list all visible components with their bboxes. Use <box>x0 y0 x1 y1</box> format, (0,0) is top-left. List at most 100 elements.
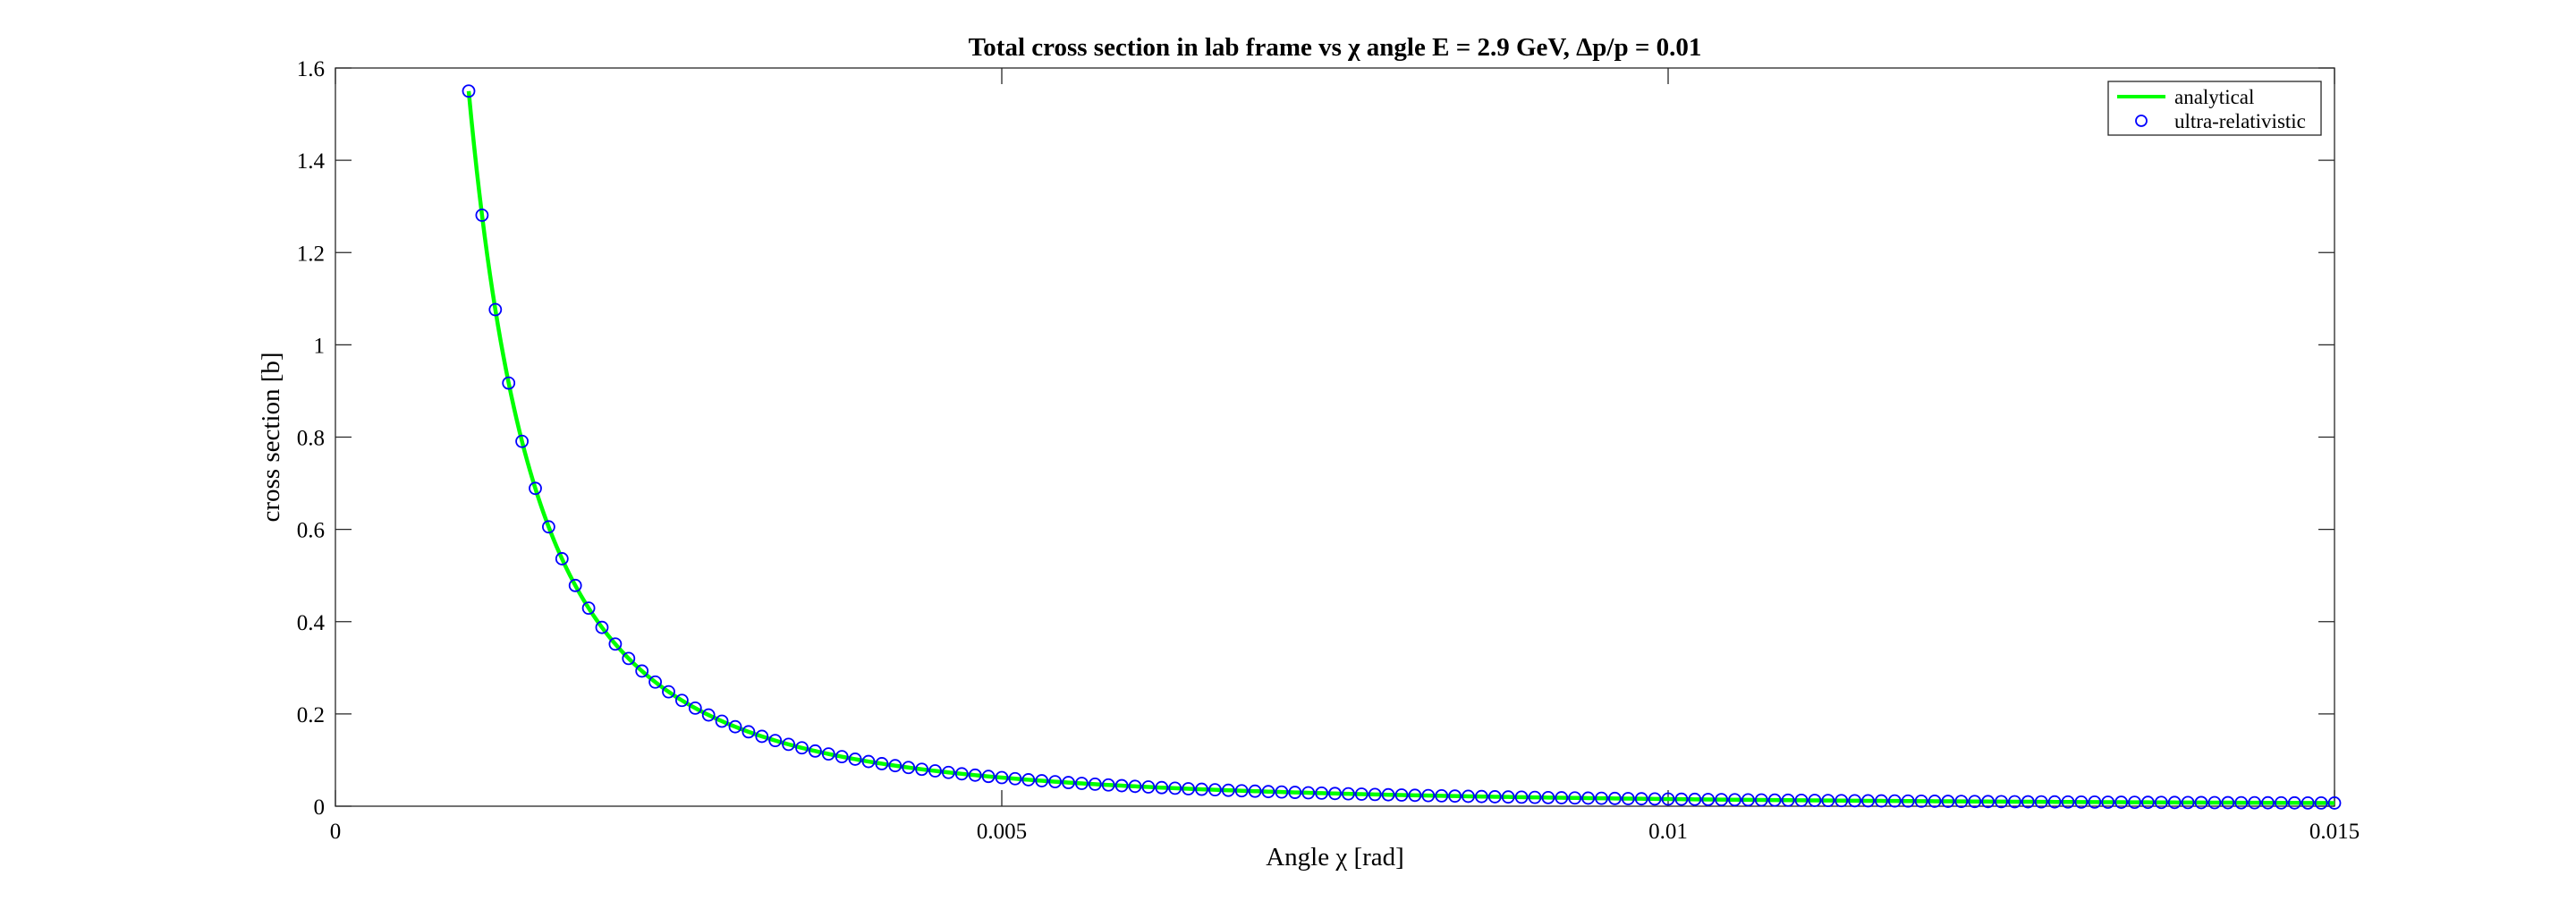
ultra-relativistic-point <box>1088 778 1102 791</box>
legend-ultra-relativistic-swatch <box>2135 115 2148 127</box>
ultra-relativistic-point <box>1674 792 1689 806</box>
plot-area: 0 0.005 0.01 0.015 0 0.2 0.4 0.6 0.8 1 1.2 1.4 1.6 <box>297 57 2360 844</box>
ultra-relativistic-point <box>1501 790 1515 804</box>
ultra-relativistic-point <box>1301 786 1316 800</box>
ultra-relativistic-point <box>1941 795 1955 808</box>
ultra-relativistic-point <box>755 729 769 744</box>
ultra-relativistic-point <box>1914 794 1928 808</box>
ultra-relativistic-point <box>1528 790 1542 804</box>
axes-box <box>335 67 2335 807</box>
legend-label-ultra-relativistic: ultra-relativistic <box>2174 110 2306 132</box>
ultra-relativistic-point <box>1101 778 1115 792</box>
ultra-relativistic-point <box>488 302 503 317</box>
ultra-relativistic-point <box>954 767 969 781</box>
ultra-relativistic-point <box>1462 789 1475 804</box>
ultra-relativistic-point <box>1487 790 1502 804</box>
ultra-relativistic-point <box>848 753 862 766</box>
ultra-relativistic-point <box>542 520 555 534</box>
ultra-relativistic-point <box>1035 774 1049 787</box>
ultra-relativistic-point <box>2167 795 2182 810</box>
ultra-relativistic-point <box>715 714 729 728</box>
ultra-relativistic-point <box>1328 787 1342 801</box>
ultra-relativistic-point <box>1195 782 1208 796</box>
ultra-relativistic-point <box>1848 794 1862 808</box>
ultra-relativistic-point <box>942 765 955 779</box>
ultra-relativistic-point <box>2248 795 2262 810</box>
ultra-relativistic-point <box>1861 794 1875 808</box>
ultra-relativistic-point <box>1968 795 1982 809</box>
x-axis-label: Angle χ [rad] <box>1266 843 1404 872</box>
ultra-relativistic-point <box>1715 793 1728 807</box>
ultra-relativistic-point <box>1182 782 1195 795</box>
ultra-relativistic-point <box>1168 781 1182 795</box>
ultra-relativistic-point <box>981 770 996 784</box>
ultra-relativistic-point <box>2194 795 2208 810</box>
ultra-relativistic-point <box>675 693 689 708</box>
y-tick-label: 0.4 <box>297 611 326 635</box>
ultra-relativistic-point <box>2234 795 2249 810</box>
ultra-relativistic-point <box>595 620 609 634</box>
ultra-relativistic-point <box>1701 793 1716 806</box>
legend-label-analytical: analytical <box>2174 86 2254 108</box>
ultra-relativistic-point <box>2221 795 2235 810</box>
ultra-relativistic-point <box>2314 796 2328 810</box>
ultra-relativistic-point <box>1248 784 1262 798</box>
ultra-relativistic-point <box>768 734 783 748</box>
y-tick-label: 0.6 <box>297 519 325 543</box>
ultra-relativistic-point <box>701 708 716 722</box>
x-tick-label: 0.01 <box>1648 820 1688 844</box>
ultra-relativistic-point <box>1114 778 1129 793</box>
y-tick-label: 1.2 <box>297 242 325 266</box>
ultra-relativistic-point <box>928 764 942 778</box>
ultra-relativistic-point <box>1448 789 1462 804</box>
ultra-relativistic-point <box>1541 790 1555 804</box>
ultra-relativistic-point <box>1621 792 1635 805</box>
ultra-relativistic-point <box>1315 787 1328 800</box>
analytical-series-line <box>466 90 2335 805</box>
ultra-relativistic-point <box>1581 791 1595 805</box>
ultra-relativistic-point <box>2207 795 2222 810</box>
ultra-relativistic-point <box>1754 793 1768 807</box>
ultra-relativistic-point <box>1394 788 1409 802</box>
ultra-relativistic-point <box>782 737 795 752</box>
ultra-relativistic-point <box>1821 794 1835 808</box>
ultra-relativistic-point <box>662 685 675 699</box>
ultra-relativistic-point <box>2181 795 2195 810</box>
ultra-relativistic-point <box>1208 783 1222 797</box>
ultra-relativistic-point <box>2101 795 2115 809</box>
ultra-relativistic-point <box>1141 780 1156 794</box>
ultra-relativistic-point <box>568 578 582 592</box>
ultra-relativistic-point <box>555 552 569 566</box>
ultra-relativistic-point <box>1728 793 1741 807</box>
ultra-relativistic-point <box>1354 787 1368 801</box>
ultra-relativistic-point <box>648 675 662 689</box>
ultra-relativistic-point <box>1555 791 1569 804</box>
ultra-relativistic-point <box>1595 791 1608 805</box>
ultra-relativistic-point <box>2047 795 2062 809</box>
ultra-relativistic-point <box>1767 793 1782 807</box>
ultra-relativistic-point <box>1648 792 1662 806</box>
ultra-relativistic-point <box>475 208 489 222</box>
ultra-relativistic-point <box>1954 795 1969 809</box>
ultra-relativistic-point <box>622 651 636 666</box>
ultra-relativistic-point <box>2261 795 2275 810</box>
ultra-relativistic-point <box>968 768 982 782</box>
ultra-relativistic-point <box>1408 788 1422 803</box>
y-tick-label: 1 <box>314 334 326 358</box>
ultra-relativistic-point <box>2128 795 2141 810</box>
ultra-relativistic-point <box>888 759 902 773</box>
ultra-relativistic-point <box>1995 795 2008 809</box>
ultra-relativistic-point <box>1568 791 1582 805</box>
ultra-relativistic-point <box>1901 794 1915 808</box>
ultra-relativistic-point <box>728 719 742 734</box>
ultra-relativistic-point <box>2327 796 2342 810</box>
ultra-relativistic-point <box>1234 784 1249 798</box>
ultra-relativistic-point <box>2074 795 2089 809</box>
ultra-relativistic-point <box>795 741 809 755</box>
ultra-relativistic-point <box>2140 795 2155 810</box>
ultra-relativistic-point <box>1808 794 1822 807</box>
ultra-relativistic-point <box>1741 793 1755 807</box>
y-tick-label: 0.2 <box>297 703 325 727</box>
ultra-relativistic-point <box>809 744 822 758</box>
ultra-relativistic-point <box>835 750 849 764</box>
